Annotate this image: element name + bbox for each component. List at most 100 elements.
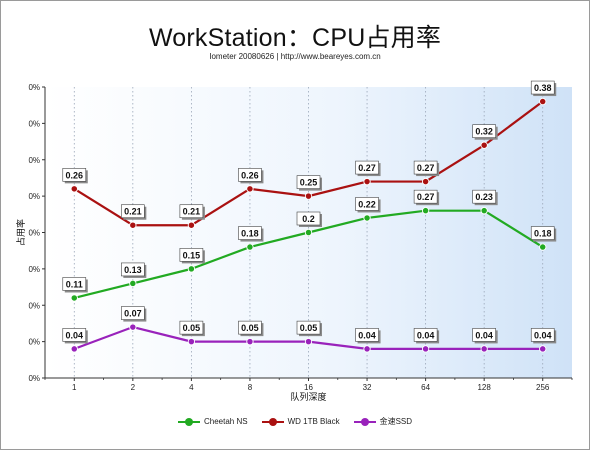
legend-swatch: [353, 417, 376, 427]
data-label: 0.04: [358, 330, 376, 340]
data-label-box: [179, 320, 204, 335]
x-tick-label: 8: [248, 383, 253, 392]
chart-subtitle: Iometer 20080626 | http://www.beareyes.c…: [209, 52, 381, 61]
x-tick-label: 16: [304, 383, 313, 392]
data-label: 0.26: [66, 170, 84, 180]
chart-title: WorkStation：CPU占用率: [148, 24, 442, 52]
data-label-box: [355, 328, 379, 342]
legend-swatch: [261, 417, 284, 427]
data-point: [539, 97, 547, 106]
y-tick-label: 0%: [28, 119, 40, 128]
data-point: [421, 345, 430, 353]
data-point: [246, 243, 254, 251]
data-label: 0.27: [358, 163, 376, 173]
y-tick-label: 0%: [28, 374, 40, 383]
data-label: 0.05: [241, 323, 259, 333]
data-point: [246, 185, 254, 193]
data-label: 0.04: [66, 330, 84, 340]
data-point: [539, 243, 547, 251]
data-point: [187, 221, 196, 229]
legend-item: Cheetah NS: [177, 416, 248, 427]
data-point: [129, 279, 137, 288]
data-label-box: [179, 248, 204, 262]
data-point: [304, 192, 313, 200]
y-tick-label: 0%: [28, 265, 40, 274]
data-point: [363, 345, 371, 353]
legend-swatch: [177, 417, 200, 427]
data-label-box: [179, 204, 204, 219]
data-label-box: [121, 306, 145, 320]
data-label: 0.18: [241, 229, 259, 239]
data-label: 0.25: [300, 178, 318, 188]
data-point: [480, 141, 488, 149]
data-point: [539, 345, 547, 353]
y-tick-label: 0%: [28, 83, 40, 92]
data-point: [480, 345, 488, 353]
y-tick-label: 0%: [28, 192, 40, 201]
y-tick-label: 0%: [28, 301, 40, 310]
data-label-box: [413, 328, 438, 342]
data-label: 0.32: [475, 127, 493, 137]
data-label-box: [238, 320, 262, 335]
y-tick-label: 0%: [28, 338, 40, 347]
data-label-box: [62, 168, 87, 182]
data-label-box: [472, 124, 496, 138]
data-point: [187, 265, 196, 273]
data-point: [129, 221, 137, 229]
x-tick-label: 1: [72, 383, 77, 392]
data-label-box: [530, 226, 555, 240]
data-label-box: [238, 226, 262, 240]
data-point: [187, 337, 196, 346]
legend-label: 金速SSD: [379, 417, 413, 426]
x-tick-label: 4: [189, 383, 194, 392]
data-label: 0.27: [417, 163, 435, 173]
data-point: [304, 337, 313, 346]
legend-item: WD 1TB Black: [261, 416, 340, 427]
data-label: 0.18: [534, 229, 552, 239]
data-label: 0.23: [475, 192, 493, 202]
data-label: 0.05: [300, 323, 318, 333]
legend-label: WD 1TB Black: [287, 417, 340, 426]
data-label-box: [296, 320, 321, 335]
y-tick-label: 0%: [28, 156, 40, 165]
legend: Cheetah NS WD 1TB Black 金速SSD: [0, 416, 590, 427]
data-label-box: [355, 197, 379, 211]
data-label: 0.27: [417, 192, 435, 202]
data-label: 0.21: [124, 207, 142, 217]
data-label-box: [413, 160, 438, 175]
x-tick-label: 2: [131, 383, 136, 392]
data-label-box: [121, 204, 145, 219]
data-label-box: [355, 160, 379, 175]
x-tick-label: 64: [421, 383, 430, 392]
data-label: 0.38: [534, 83, 552, 93]
data-label: 0.22: [358, 199, 376, 209]
data-point: [246, 337, 254, 346]
data-label: 0.11: [66, 279, 83, 289]
data-label-box: [238, 168, 262, 182]
data-label-box: [413, 189, 438, 204]
y-tick-label: 0%: [28, 229, 40, 238]
x-axis-label: 队列深度: [290, 391, 326, 402]
x-tick-label: 256: [536, 383, 550, 392]
data-point: [480, 207, 488, 215]
data-label-box: [62, 328, 87, 342]
data-label-box: [530, 80, 555, 95]
data-label-box: [530, 328, 555, 342]
data-point: [363, 214, 371, 222]
data-point: [129, 323, 137, 331]
data-label-box: [62, 277, 87, 291]
data-label: 0.05: [183, 323, 201, 333]
data-label-box: [472, 189, 496, 204]
data-label: 0.13: [124, 265, 142, 275]
data-label: 0.15: [183, 250, 201, 260]
data-label: 0.07: [124, 309, 142, 319]
data-label-box: [296, 211, 321, 226]
data-label: 0.2: [302, 214, 315, 224]
legend-label: Cheetah NS: [203, 417, 248, 426]
data-point: [421, 177, 430, 186]
data-label: 0.26: [241, 170, 259, 180]
data-label: 0.04: [534, 330, 552, 340]
data-point: [70, 185, 78, 193]
data-point: [304, 228, 313, 237]
